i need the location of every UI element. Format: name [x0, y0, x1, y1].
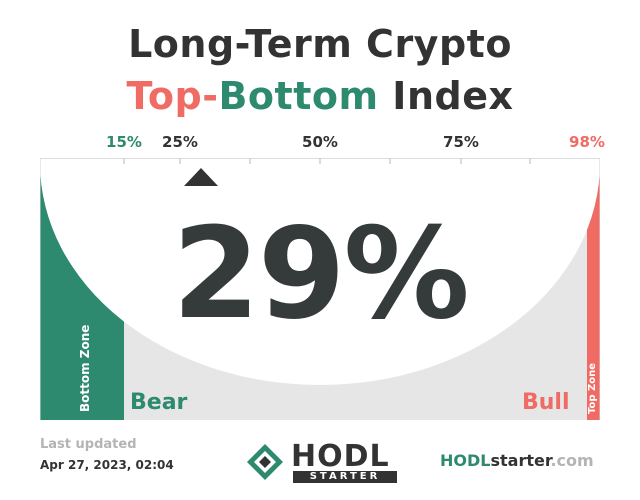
title-bottom-word: Bottom	[218, 74, 379, 118]
gauge	[40, 158, 600, 420]
hodl-starter-logo: HODL STARTER	[245, 439, 405, 483]
site-prefix: HODL	[440, 451, 491, 470]
gauge-arc	[40, 158, 600, 385]
top-zone	[587, 158, 600, 420]
tick-label-25: 25%	[162, 133, 198, 151]
title-line-2: Top-Bottom Index	[0, 74, 640, 118]
triangle-indicator-icon	[184, 168, 218, 186]
site-suffix: .com	[550, 451, 594, 470]
bear-label: Bear	[130, 390, 188, 415]
tick-label-15: 15%	[106, 133, 142, 151]
site-url[interactable]: HODLstarter.com	[440, 451, 594, 470]
tick-label-98: 98%	[569, 133, 605, 151]
bull-label: Bull	[522, 390, 570, 415]
hodl-logo-icon	[247, 444, 283, 480]
bottom-zone-label: Bottom Zone	[78, 324, 92, 412]
last-updated-date: Apr 27, 2023, 02:04	[40, 458, 174, 472]
logo-subtitle: STARTER	[293, 471, 397, 483]
site-mid: starter	[490, 451, 551, 470]
logo-wordmark: HODL	[291, 439, 390, 474]
tick-label-50: 50%	[302, 133, 338, 151]
top-zone-label: Top Zone	[587, 362, 598, 414]
title-top-word: Top	[126, 74, 203, 118]
title-line-1: Long-Term Crypto	[128, 22, 512, 66]
index-value: 29%	[172, 200, 470, 347]
title-separator: -	[202, 74, 219, 118]
title-index-word: Index	[378, 74, 514, 118]
tick-label-75: 75%	[443, 133, 479, 151]
last-updated-title: Last updated	[40, 437, 137, 452]
